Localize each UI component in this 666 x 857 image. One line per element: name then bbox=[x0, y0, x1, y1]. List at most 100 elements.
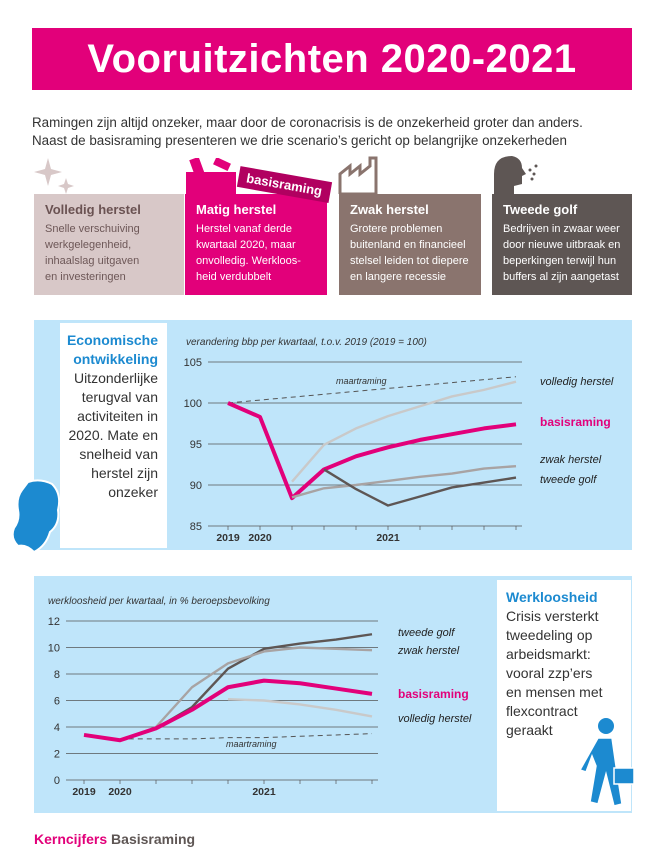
panel-line: arbeidsmarkt: bbox=[506, 646, 591, 662]
series-line-zwak-herstel bbox=[155, 646, 373, 728]
y-tick-label: 2 bbox=[54, 749, 60, 761]
series-line-basisraming bbox=[83, 678, 373, 743]
intro-line: Ramingen zijn altijd onzeker, maar door … bbox=[32, 115, 583, 130]
panel-line: vooral zzp’ers bbox=[506, 665, 593, 681]
panel-line: snelheid van bbox=[79, 446, 158, 462]
panel-line: geraakt bbox=[506, 722, 553, 738]
y-tick-label: 105 bbox=[184, 357, 202, 369]
panel-line: onzeker bbox=[108, 484, 158, 500]
series-line-tweede-golf bbox=[155, 633, 373, 730]
card-line: onvolledig. Werkloos- bbox=[196, 255, 301, 267]
y-tick-label: 8 bbox=[54, 669, 60, 681]
intro-text: Ramingen zijn altijd onzeker, maar door … bbox=[32, 114, 642, 150]
x-tick-label: 2019 bbox=[72, 786, 96, 798]
series-label: zwak herstel bbox=[539, 454, 602, 466]
unemployment-description: Werkloosheid Crisis versterkt tweedeling… bbox=[506, 588, 630, 740]
panel-line: activiteiten in bbox=[77, 408, 158, 424]
series-label: zwak herstel bbox=[397, 645, 460, 657]
series-line-volledig-herstel bbox=[227, 697, 373, 718]
factory-icon bbox=[338, 156, 378, 194]
card-line: buffers al zijn aangetast bbox=[503, 271, 619, 283]
series-label: tweede golf bbox=[540, 474, 597, 486]
gdp-text-box bbox=[60, 323, 167, 548]
series-label: volledig herstel bbox=[398, 713, 472, 725]
panel-line: Crisis versterkt bbox=[506, 608, 599, 624]
y-tick-label: 90 bbox=[190, 480, 202, 492]
scenario-card-tweede-golf: Tweede golf Bedrijven in zwaar weer door … bbox=[492, 194, 632, 295]
y-tick-label: 95 bbox=[190, 439, 202, 451]
tools-icon bbox=[186, 158, 236, 194]
card-line: buitenland en financieel bbox=[350, 239, 466, 251]
panel-line: tweedeling op bbox=[506, 627, 593, 643]
series-line-zwak-herstel bbox=[291, 464, 517, 499]
intro-line: Naast de basisraming presenteren we drie… bbox=[32, 133, 567, 148]
card-line: inhaalslag uitgaven bbox=[45, 255, 140, 267]
footer-kerncijfers: Kerncijfers bbox=[34, 831, 108, 847]
card-line: heid verdubbelt bbox=[196, 271, 272, 283]
series-label: maartraming bbox=[336, 376, 387, 386]
panel-line: flexcontract bbox=[506, 703, 578, 719]
page-title: Vooruitzichten 2020-2021 bbox=[87, 36, 577, 81]
card-title: Matig herstel bbox=[196, 202, 277, 217]
chart-subtitle: verandering bbp per kwartaal, t.o.v. 201… bbox=[186, 337, 427, 348]
gdp-chart: verandering bbp per kwartaal, t.o.v. 201… bbox=[184, 337, 614, 544]
y-tick-label: 100 bbox=[184, 398, 202, 410]
card-line: Grotere problemen bbox=[350, 223, 443, 235]
card-title: Volledig herstel bbox=[45, 202, 141, 217]
series-label: basisraming bbox=[398, 687, 469, 701]
series-line-tweede-golf bbox=[323, 468, 517, 507]
x-tick-label: 2019 bbox=[216, 532, 240, 544]
walking-person-icon bbox=[578, 718, 635, 807]
series-line-maartraming bbox=[83, 733, 373, 740]
scenario-card-matig-herstel: Matig herstel Herstel vanaf derde kwartaa… bbox=[185, 194, 327, 295]
card-title: Zwak herstel bbox=[350, 202, 429, 217]
panel-line: Uitzonderlijke bbox=[73, 370, 158, 386]
y-tick-label: 6 bbox=[54, 696, 60, 708]
sparkle-icon bbox=[34, 158, 74, 194]
card-line: Herstel vanaf derde bbox=[196, 223, 292, 235]
x-tick-label: 2020 bbox=[248, 532, 272, 544]
y-tick-label: 4 bbox=[54, 722, 60, 734]
x-tick-label: 2021 bbox=[376, 532, 400, 544]
panel-line: 2020. Mate en bbox=[68, 427, 158, 443]
footer-basisraming: Basisraming bbox=[111, 831, 196, 847]
series-label: tweede golf bbox=[398, 627, 455, 639]
panel-line: terugval van bbox=[81, 389, 158, 405]
title-banner: Vooruitzichten 2020-2021 bbox=[32, 28, 632, 90]
panel-lead: ontwikkeling bbox=[73, 351, 158, 367]
card-line: en investeringen bbox=[45, 271, 126, 283]
card-line: Snelle verschuiving bbox=[45, 223, 140, 235]
footer-heading: Kerncijfers Basisraming bbox=[34, 831, 195, 847]
series-line-volledig-herstel bbox=[291, 380, 517, 483]
gdp-description: Economische ontwikkeling Uitzonderlijke … bbox=[62, 331, 158, 502]
panel-line: herstel zijn bbox=[91, 465, 158, 481]
panel-lead: Economische bbox=[66, 332, 158, 348]
unemployment-chart: werkloosheid per kwartaal, in % beroepsb… bbox=[48, 596, 472, 798]
y-tick-label: 85 bbox=[190, 521, 202, 533]
y-tick-label: 0 bbox=[54, 775, 60, 787]
card-line: Bedrijven in zwaar weer bbox=[503, 223, 620, 235]
series-label: basisraming bbox=[540, 415, 611, 429]
panel-lead: Werkloosheid bbox=[506, 589, 598, 605]
series-line-basisraming bbox=[227, 401, 517, 501]
card-title: Tweede golf bbox=[503, 202, 578, 217]
x-tick-label: 2021 bbox=[252, 786, 276, 798]
scenario-card-volledig-herstel: Volledig herstel Snelle verschuiving werk… bbox=[34, 194, 184, 295]
card-line: beperkingen terwijl hun bbox=[503, 255, 617, 267]
scenario-card-zwak-herstel: Zwak herstel Grotere problemen buitenland… bbox=[339, 194, 481, 295]
series-line-maartraming bbox=[227, 376, 517, 404]
x-tick-label: 2020 bbox=[108, 786, 132, 798]
sneeze-icon bbox=[494, 156, 538, 194]
y-tick-label: 12 bbox=[48, 616, 60, 628]
panel-line: en mensen met bbox=[506, 684, 603, 700]
card-line: door nieuwe uitbraak en bbox=[503, 239, 621, 251]
series-label: volledig herstel bbox=[540, 376, 614, 388]
card-line: en langere recessie bbox=[350, 271, 447, 283]
card-line: werkgelegenheid, bbox=[45, 239, 132, 251]
netherlands-map-icon bbox=[11, 479, 61, 554]
chart-subtitle: werkloosheid per kwartaal, in % beroepsb… bbox=[48, 596, 270, 607]
card-line: stelsel leiden tot diepere bbox=[350, 255, 469, 267]
series-label: maartraming bbox=[226, 739, 277, 749]
y-tick-label: 10 bbox=[48, 643, 60, 655]
card-line: kwartaal 2020, maar bbox=[196, 239, 296, 251]
